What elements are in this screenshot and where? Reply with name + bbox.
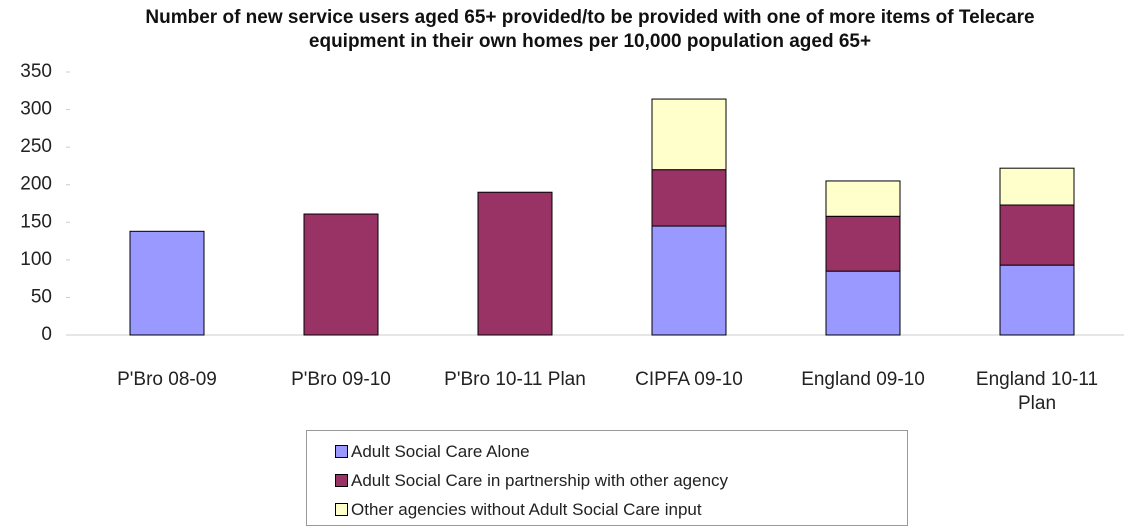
bar-segment [651, 225, 727, 336]
bar-segment [303, 213, 379, 336]
legend-item: Adult Social Care Alone [335, 437, 907, 466]
bar-segment [999, 264, 1075, 336]
y-tick-label: 150 [20, 211, 52, 232]
bar-segment [999, 167, 1075, 206]
bar-segment [651, 169, 727, 227]
legend-label: Adult Social Care Alone [351, 442, 530, 461]
legend-swatch [335, 474, 348, 487]
chart-title: Number of new service users aged 65+ pro… [145, 7, 1035, 52]
x-tick-label: CIPFA 09-10 [635, 369, 743, 390]
x-tick-label: England 10-11 Plan [975, 369, 1099, 414]
bar-segment [477, 191, 553, 336]
y-tick-label: 50 [31, 286, 52, 307]
y-tick-label: 200 [20, 174, 52, 195]
bar-segment [825, 180, 901, 217]
legend-label: Adult Social Care in partnership with ot… [351, 471, 729, 490]
y-tick-label: 300 [20, 99, 52, 120]
bar-segment [651, 98, 727, 171]
y-tick-label: 100 [20, 249, 52, 270]
legend-swatch [335, 503, 348, 516]
y-tick-label: 250 [20, 136, 52, 157]
legend: Adult Social Care Alone Adult Social Care… [306, 430, 908, 526]
legend-label: Other agencies without Adult Social Care… [351, 500, 702, 519]
x-tick-label: England 09-10 [801, 369, 925, 390]
x-tick-label: P'Bro 10-11 Plan [444, 369, 586, 390]
y-tick-label: 0 [41, 324, 52, 345]
bar-segment [129, 230, 205, 336]
bar-segment [999, 204, 1075, 266]
y-tick-label: 350 [20, 61, 52, 82]
legend-item: Other agencies without Adult Social Care… [335, 495, 907, 524]
legend-item: Adult Social Care in partnership with ot… [335, 466, 907, 495]
x-tick-label: P'Bro 09-10 [291, 369, 391, 390]
bar-segment [825, 270, 901, 336]
bar-segment [825, 215, 901, 272]
x-tick-label: P'Bro 08-09 [117, 369, 217, 390]
legend-swatch [335, 445, 348, 458]
